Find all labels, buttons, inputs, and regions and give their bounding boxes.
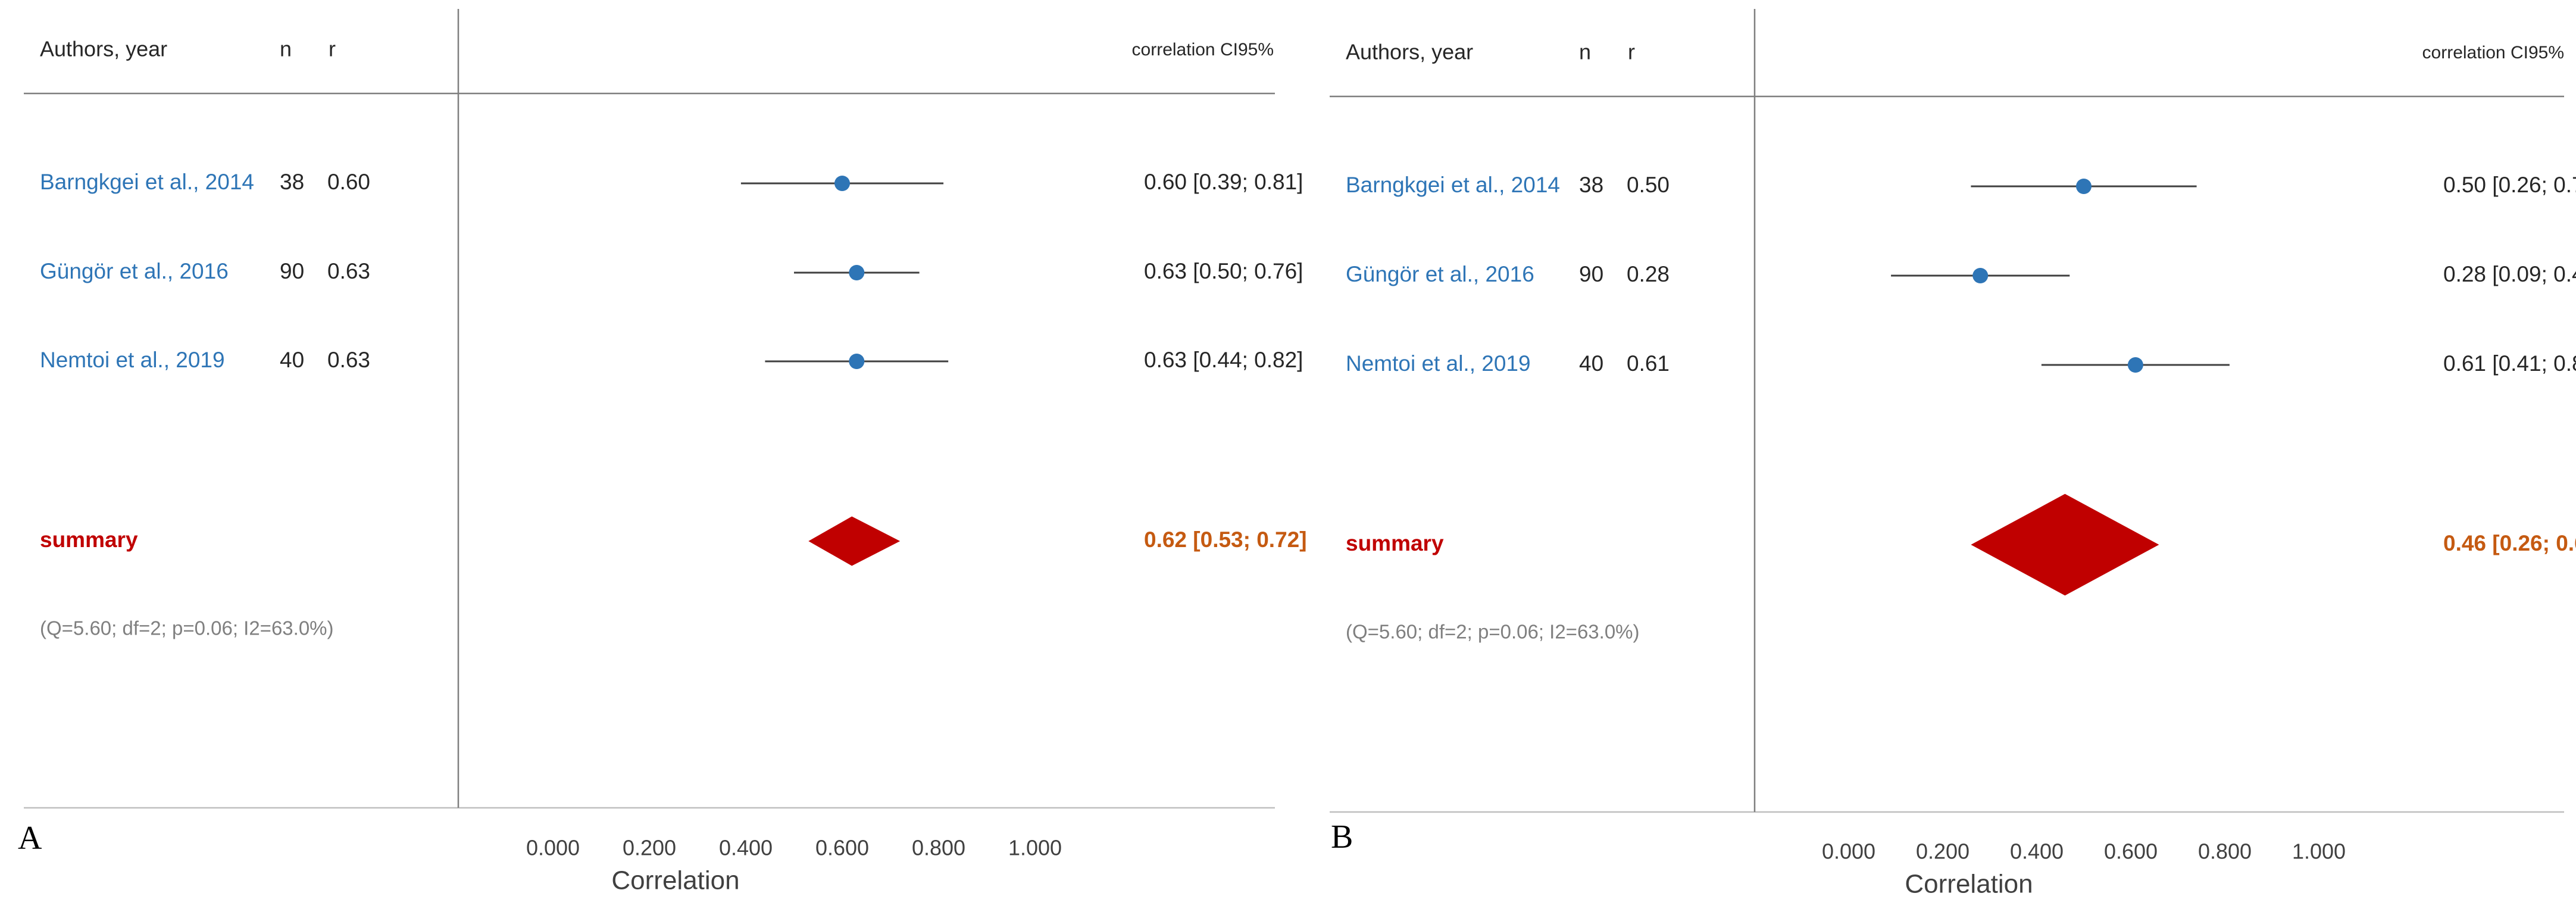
x-tick-label: 0.200 xyxy=(623,836,676,860)
x-tick-label: 0.400 xyxy=(2010,839,2064,864)
study-n: 38 xyxy=(1579,173,1603,197)
x-tick-label: 0.000 xyxy=(526,836,580,860)
study-r: 0.61 xyxy=(1627,351,1670,376)
study-ci-text: 0.61 [0.41; 0.81] xyxy=(2443,351,2576,376)
study-ci-text: 0.60 [0.39; 0.81] xyxy=(1144,170,1303,194)
study-n: 90 xyxy=(280,259,304,283)
summary-label: summary xyxy=(40,527,138,552)
study-author: Nemtoi et al., 2019 xyxy=(1346,351,1531,376)
study-point-estimate xyxy=(834,176,850,191)
study-point-estimate xyxy=(849,265,865,280)
study-author: Barngkgei et al., 2014 xyxy=(1346,173,1560,197)
summary-diamond xyxy=(1971,494,2159,596)
heterogeneity-stats: (Q=5.60; df=2; p=0.06; I2=63.0%) xyxy=(40,617,334,639)
panel-label: A xyxy=(18,820,42,857)
study-author: Barngkgei et al., 2014 xyxy=(40,170,254,194)
header-n: n xyxy=(1579,40,1591,64)
summary-label: summary xyxy=(1346,531,1444,555)
study-ci-text: 0.63 [0.44; 0.82] xyxy=(1144,348,1303,372)
forest-panel-b: Authors, year n r correlation CI95% Barngkge… xyxy=(1330,9,2576,899)
forest-panel-a: Authors, year n r correlation CI95% Barngkge… xyxy=(18,9,1307,895)
x-tick-label: 0.200 xyxy=(1916,839,1969,864)
x-tick-label: 1.000 xyxy=(2292,839,2346,864)
x-tick-label: 1.000 xyxy=(1008,836,1062,860)
study-ci-text: 0.63 [0.50; 0.76] xyxy=(1144,259,1303,283)
study-r: 0.63 xyxy=(327,259,370,283)
summary-diamond xyxy=(808,516,901,566)
study-r: 0.60 xyxy=(327,170,370,194)
x-tick-label: 0.800 xyxy=(912,836,965,860)
study-point-estimate xyxy=(849,354,865,369)
x-axis-label: Correlation xyxy=(1905,870,2033,899)
x-tick-label: 0.600 xyxy=(815,836,869,860)
header-ci: correlation CI95% xyxy=(2422,43,2564,63)
x-tick-label: 0.000 xyxy=(1822,839,1875,864)
study-n: 40 xyxy=(280,348,304,372)
study-point-estimate xyxy=(2127,357,2143,373)
study-n: 40 xyxy=(1579,351,1603,376)
study-n: 90 xyxy=(1579,262,1603,286)
header-author: Authors, year xyxy=(1346,40,1473,64)
heterogeneity-stats: (Q=5.60; df=2; p=0.06; I2=63.0%) xyxy=(1346,621,1640,643)
panel-label: B xyxy=(1331,819,1353,855)
study-r: 0.63 xyxy=(327,348,370,372)
study-author: Nemtoi et al., 2019 xyxy=(40,348,225,372)
study-author: Güngör et al., 2016 xyxy=(40,259,229,283)
header-ci: correlation CI95% xyxy=(1132,40,1274,60)
study-r: 0.28 xyxy=(1627,262,1670,286)
header-author: Authors, year xyxy=(40,37,167,61)
x-tick-label: 0.400 xyxy=(719,836,773,860)
study-ci-text: 0.50 [0.26; 0.74] xyxy=(2443,173,2576,197)
study-ci-text: 0.28 [0.09; 0.47] xyxy=(2443,262,2576,286)
study-n: 38 xyxy=(280,170,304,194)
summary-ci-text: 0.46 [0.26; 0.66] xyxy=(2443,531,2576,555)
study-point-estimate xyxy=(1972,268,1989,283)
header-r: r xyxy=(1628,40,1635,64)
x-tick-label: 0.600 xyxy=(2104,839,2158,864)
x-axis-label: Correlation xyxy=(611,866,739,895)
x-tick-label: 0.800 xyxy=(2198,839,2252,864)
header-r: r xyxy=(329,37,336,61)
study-author: Güngör et al., 2016 xyxy=(1346,262,1534,286)
summary-ci-text: 0.62 [0.53; 0.72] xyxy=(1144,527,1307,552)
study-r: 0.50 xyxy=(1627,173,1670,197)
header-n: n xyxy=(280,37,292,61)
study-point-estimate xyxy=(2076,179,2092,194)
